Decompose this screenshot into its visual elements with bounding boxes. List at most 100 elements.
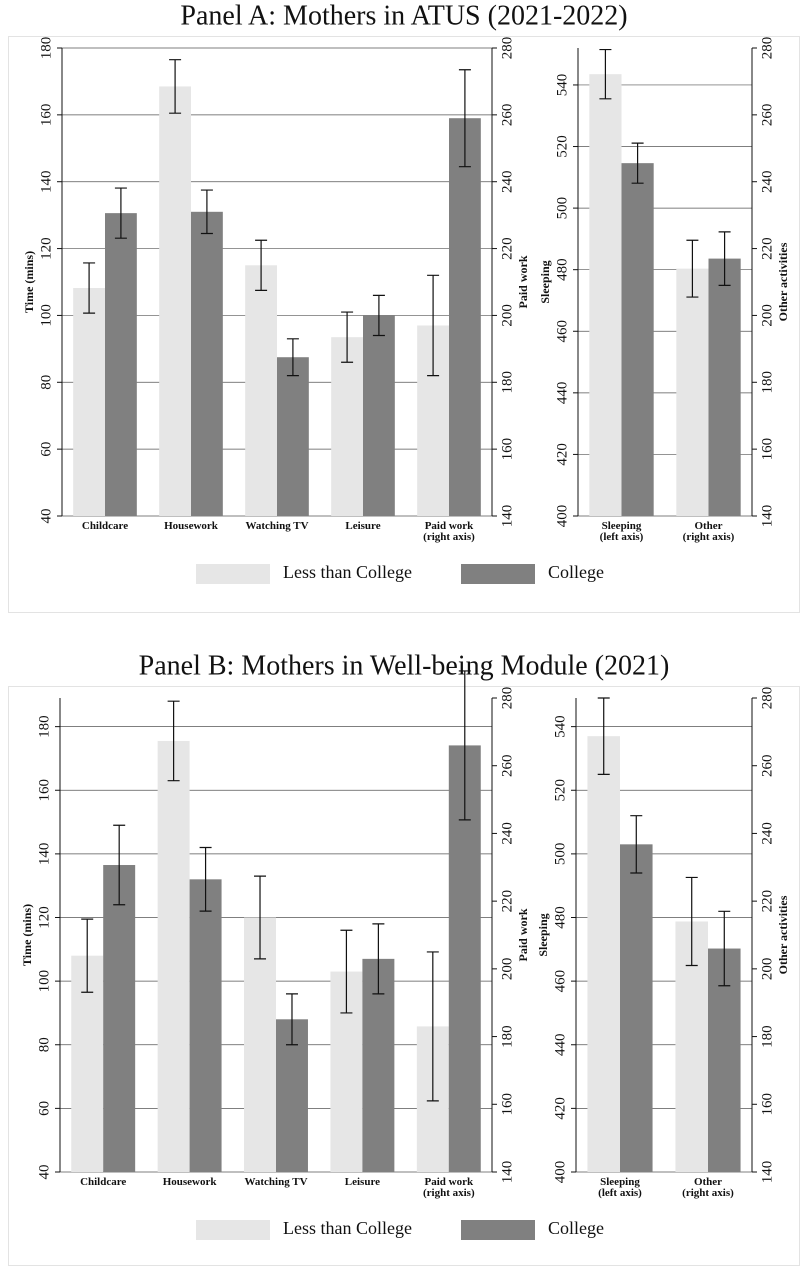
x-tick-label: Watching TV xyxy=(244,1176,308,1188)
error-bar xyxy=(718,910,731,987)
y2-tick-label: 240 xyxy=(759,822,775,845)
x-tick-label: Housework xyxy=(164,520,218,532)
bar xyxy=(244,917,276,1172)
y2-axis-title: Paid work xyxy=(516,908,530,961)
y-tick-label: 60 xyxy=(38,442,54,457)
y2-tick-label: 160 xyxy=(499,1093,515,1116)
error-bar xyxy=(285,993,298,1046)
y2-tick-label: 200 xyxy=(759,958,775,981)
legend-label: College xyxy=(548,562,604,582)
y2-tick-label: 140 xyxy=(499,505,515,528)
y2-axis-title: Other activities xyxy=(776,895,790,974)
bar xyxy=(73,288,105,516)
y2-axis-title: Paid work xyxy=(516,255,530,308)
y2-tick-label: 140 xyxy=(759,1161,775,1184)
error-bar xyxy=(686,239,699,298)
y-tick-label: 460 xyxy=(552,970,568,993)
x-tick-label: Paid work (right axis) xyxy=(422,1176,475,1199)
x-tick-label: Watching TV xyxy=(245,520,309,532)
error-bar xyxy=(718,231,731,286)
y2-tick-label: 260 xyxy=(759,754,775,777)
error-bar xyxy=(113,824,126,906)
y-tick-label: 520 xyxy=(552,779,568,802)
y-axis-title: Time (mins) xyxy=(20,904,34,966)
bar xyxy=(159,86,191,516)
y2-tick-label: 140 xyxy=(499,1161,515,1184)
bar xyxy=(589,74,622,516)
y-axis-title: Time (mins) xyxy=(22,251,36,313)
error-bar xyxy=(167,700,180,782)
bar xyxy=(620,844,653,1172)
error-bar xyxy=(630,815,643,874)
y-tick-label: 400 xyxy=(552,1161,568,1184)
error-bar xyxy=(599,48,612,100)
error-bar xyxy=(340,929,353,1014)
bar xyxy=(449,118,481,516)
y2-tick-label: 200 xyxy=(759,304,775,327)
bar xyxy=(587,736,620,1172)
error-bar xyxy=(597,697,610,775)
y2-tick-label: 160 xyxy=(759,1093,775,1116)
y2-tick-label: 280 xyxy=(759,37,775,60)
y-tick-label: 500 xyxy=(552,843,568,866)
y-tick-label: 440 xyxy=(554,382,570,405)
y2-tick-label: 140 xyxy=(759,505,775,528)
y-tick-label: 100 xyxy=(38,304,54,327)
y-tick-label: 420 xyxy=(552,1097,568,1120)
bar xyxy=(157,740,190,1172)
legend-label: College xyxy=(548,1218,604,1238)
y2-tick-label: 280 xyxy=(499,37,515,60)
error-bar xyxy=(631,142,644,184)
y-tick-label: 160 xyxy=(36,779,52,802)
panel-frame xyxy=(8,686,800,1266)
y-tick-label: 40 xyxy=(36,1165,52,1180)
bar xyxy=(277,357,309,516)
bar xyxy=(191,211,223,517)
y2-tick-label: 180 xyxy=(759,1025,775,1048)
y2-tick-label: 180 xyxy=(759,371,775,394)
y-tick-label: 420 xyxy=(554,443,570,466)
y2-tick-label: 280 xyxy=(759,687,775,710)
y-tick-label: 120 xyxy=(38,237,54,259)
y2-tick-label: 240 xyxy=(759,170,775,193)
error-bar xyxy=(426,951,439,1102)
y2-tick-label: 260 xyxy=(499,104,515,127)
x-tick-label: Sleeping (left axis) xyxy=(599,520,644,543)
x-tick-label: Other (right axis) xyxy=(682,1176,734,1199)
y-tick-label: 120 xyxy=(36,906,52,929)
y-axis-title: Sleeping xyxy=(538,260,552,303)
error-bar xyxy=(114,187,127,239)
bar xyxy=(331,337,363,516)
y2-tick-label: 220 xyxy=(759,890,775,913)
y2-tick-label: 160 xyxy=(499,438,515,461)
error-bar xyxy=(81,918,94,993)
y-tick-label: 400 xyxy=(554,505,570,528)
y2-tick-label: 220 xyxy=(499,237,515,259)
y2-tick-label: 220 xyxy=(759,237,775,259)
y-tick-label: 540 xyxy=(554,74,570,97)
error-bar xyxy=(200,189,213,235)
y-tick-label: 100 xyxy=(36,970,52,993)
y-tick-label: 140 xyxy=(38,170,54,193)
bar xyxy=(105,213,137,516)
x-tick-label: Childcare xyxy=(81,520,129,532)
y-tick-label: 160 xyxy=(38,104,54,127)
x-tick-label: Paid work (right axis) xyxy=(423,520,475,543)
legend-swatch xyxy=(461,564,535,584)
bar xyxy=(621,163,654,516)
y2-tick-label: 280 xyxy=(499,687,515,710)
y-tick-label: 140 xyxy=(36,843,52,866)
error-bar xyxy=(458,670,471,821)
y-tick-label: 80 xyxy=(36,1037,52,1052)
legend-label: Less than College xyxy=(283,562,412,582)
error-bar xyxy=(685,876,698,967)
y-tick-label: 180 xyxy=(36,715,52,738)
y-tick-label: 80 xyxy=(38,375,54,390)
y2-tick-label: 240 xyxy=(499,822,515,845)
bar xyxy=(676,268,709,516)
bar xyxy=(245,265,277,516)
y2-tick-label: 220 xyxy=(499,890,515,913)
y2-tick-label: 240 xyxy=(499,170,515,193)
x-tick-label: Other (right axis) xyxy=(682,520,735,543)
y-tick-label: 40 xyxy=(38,509,54,524)
